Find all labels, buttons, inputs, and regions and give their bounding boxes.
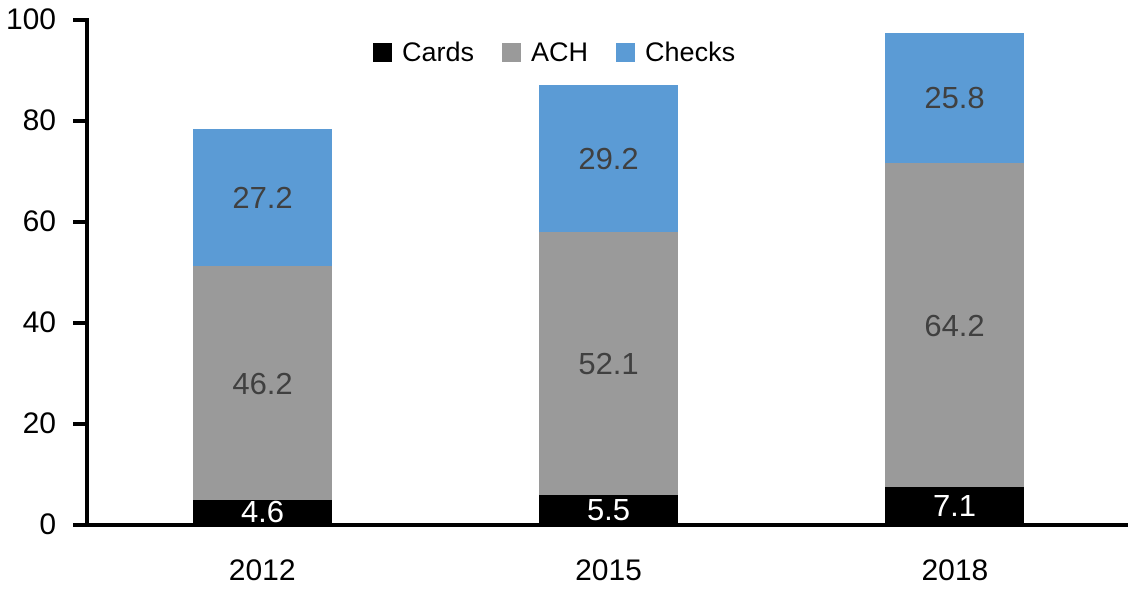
bar-segment-cards-2015: 5.5 [539,491,678,527]
y-tick-label: 20 [22,407,56,440]
y-tick-mark [73,422,87,426]
x-category-label-2015: 2015 [575,554,642,587]
data-label-cards-2015: 5.5 [586,491,631,527]
legend-item-ach: ACH [502,39,588,66]
bar-segment-ach-2012: 46.2 [193,266,332,500]
data-label-cards-2018: 7.1 [932,487,977,523]
legend-swatch-cards-icon [373,43,392,62]
data-label-ach-2018: 64.2 [924,307,985,343]
y-tick-label: 40 [22,306,56,339]
data-label-checks-2018: 25.8 [924,80,985,116]
legend-label-cards: Cards [402,37,475,67]
y-tick-mark [73,220,87,224]
legend-swatch-checks-icon [616,43,636,62]
y-tick-label: 80 [22,104,56,137]
y-tick-mark [73,321,87,325]
bar-segment-checks-2018: 25.8 [885,32,1024,163]
x-axis-line [73,523,1128,527]
bar-segment-checks-2015: 29.2 [539,84,678,233]
y-tick-mark [73,523,87,527]
x-category-label-2018: 2018 [921,554,989,587]
x-category-label-2012: 2012 [228,554,296,587]
data-label-ach-2015: 52.1 [578,346,639,382]
y-tick-label: 0 [39,508,56,541]
y-tick-label: 60 [22,205,56,238]
legend-item-checks: Checks [616,39,735,66]
y-axis-line [85,18,89,527]
data-label-ach-2012: 46.2 [232,365,293,401]
bar-segment-ach-2015: 52.1 [539,232,678,496]
legend-label-ach: ACH [531,37,589,67]
y-tick-mark [73,18,87,22]
legend-swatch-ach-icon [502,43,522,62]
data-label-checks-2012: 27.2 [232,180,293,216]
chart-legend: Cards ACH Checks [373,39,735,66]
data-label-checks-2015: 29.2 [578,140,639,176]
y-tick-mark [73,119,87,123]
bar-segment-cards-2012: 4.6 [193,496,332,527]
legend-label-checks: Checks [645,37,736,67]
data-label-cards-2012: 4.6 [240,493,285,529]
bar-segment-cards-2018: 7.1 [885,487,1024,523]
bar-segment-ach-2018: 64.2 [885,162,1024,488]
legend-item-cards: Cards [373,39,474,66]
bar-segment-checks-2012: 27.2 [193,129,332,267]
y-tick-label: 100 [5,3,56,36]
